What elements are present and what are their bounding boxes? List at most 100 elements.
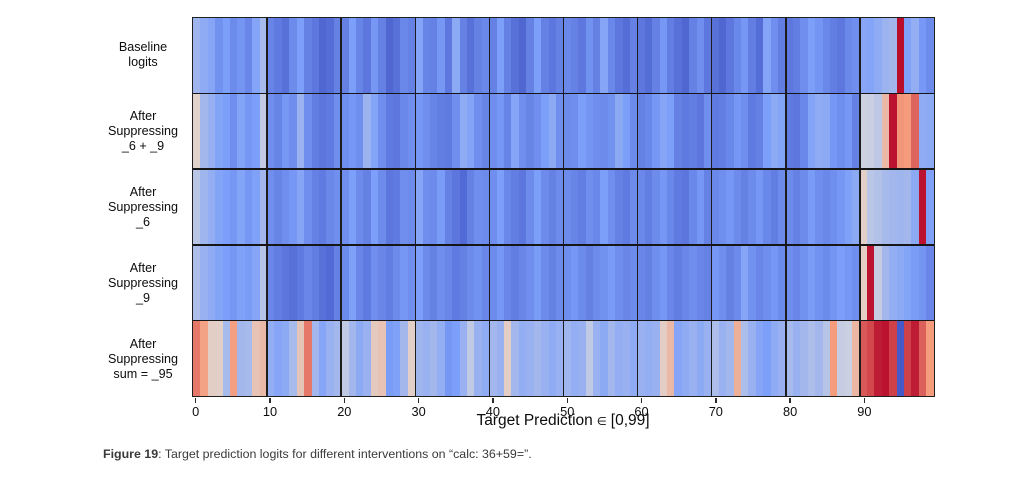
heatmap-cell xyxy=(704,320,712,396)
heatmap-cell xyxy=(859,18,867,94)
heatmap-cell xyxy=(311,18,319,94)
heatmap-cell xyxy=(763,244,771,321)
heatmap-cell xyxy=(385,244,393,321)
heatmap-cell xyxy=(474,169,482,245)
heatmap-cell xyxy=(718,93,727,170)
heatmap-cell xyxy=(333,320,342,396)
heatmap-cell xyxy=(637,18,645,94)
heatmap-cell xyxy=(533,18,542,94)
heatmap-cell xyxy=(815,18,823,94)
heatmap-cell xyxy=(674,93,682,170)
heatmap-cell xyxy=(467,18,475,94)
heatmap-cell xyxy=(237,18,245,94)
heatmap-cell xyxy=(555,320,564,396)
heatmap-cell xyxy=(926,244,934,321)
heatmap-cell xyxy=(481,320,490,396)
heatmap-cell xyxy=(881,244,890,321)
heatmap-cell xyxy=(407,18,416,94)
heatmap-cell xyxy=(193,18,201,94)
heatmap-cell xyxy=(363,93,371,170)
heatmap-cell xyxy=(800,169,808,245)
heatmap-cell xyxy=(193,169,201,245)
heatmap-cell xyxy=(296,18,305,94)
heatmap-cell xyxy=(259,244,268,321)
heatmap-cell xyxy=(237,169,245,245)
heatmap-cell xyxy=(696,18,705,94)
heatmap-cell xyxy=(785,244,793,321)
heatmap-cell xyxy=(207,320,216,396)
heatmap-cell xyxy=(726,93,734,170)
heatmap-cell xyxy=(459,169,468,245)
heatmap-cell xyxy=(407,169,416,245)
heatmap-cell xyxy=(755,18,764,94)
heatmap-cell xyxy=(741,93,749,170)
heatmap-cell xyxy=(659,169,667,245)
heatmap-cell xyxy=(652,320,660,396)
heatmap-cell xyxy=(296,244,305,321)
heatmap-cell xyxy=(207,93,216,170)
heatmap-cell xyxy=(837,169,845,245)
heatmap-cell xyxy=(792,320,801,396)
heatmap-cell xyxy=(304,169,312,245)
heatmap-cell xyxy=(711,93,719,170)
heatmap-cell xyxy=(289,244,297,321)
heatmap-cell xyxy=(244,169,253,245)
heatmap-cell xyxy=(230,320,238,396)
heatmap-cell xyxy=(696,169,705,245)
heatmap-cell xyxy=(200,169,208,245)
heatmap-cell xyxy=(430,244,438,321)
heatmap-cell xyxy=(422,169,430,245)
heatmap-cell xyxy=(518,244,527,321)
heatmap-cell xyxy=(267,320,275,396)
heatmap-cell xyxy=(592,320,601,396)
heatmap-cell xyxy=(244,320,253,396)
heatmap-cell xyxy=(385,93,393,170)
heatmap-cell xyxy=(578,244,586,321)
x-axis-tick xyxy=(343,398,345,403)
heatmap-cell xyxy=(785,169,793,245)
heatmap-cell xyxy=(267,93,275,170)
heatmap-cell xyxy=(763,320,771,396)
heatmap-cell xyxy=(592,93,601,170)
x-axis-tick xyxy=(789,398,791,403)
heatmap-cell xyxy=(400,244,408,321)
heatmap-cell xyxy=(526,18,534,94)
heatmap-cell xyxy=(866,93,875,170)
heatmap-cell xyxy=(548,320,556,396)
heatmap-cell xyxy=(889,244,897,321)
heatmap-cell xyxy=(837,244,845,321)
heatmap-cell xyxy=(230,18,238,94)
heatmap-cell xyxy=(444,320,453,396)
heatmap-cell xyxy=(837,93,845,170)
heatmap-cell xyxy=(215,244,223,321)
heatmap-cell xyxy=(430,18,438,94)
heatmap-cell xyxy=(652,244,660,321)
heatmap-cell xyxy=(274,169,282,245)
heatmap-cell xyxy=(770,93,779,170)
heatmap-cell xyxy=(704,18,712,94)
heatmap-cell xyxy=(548,93,556,170)
heatmap-cell xyxy=(629,320,638,396)
heatmap-cell xyxy=(785,18,793,94)
heatmap-cell xyxy=(407,93,416,170)
heatmap-cell xyxy=(896,244,904,321)
row-separator-line xyxy=(193,319,934,322)
heatmap-cell xyxy=(222,244,231,321)
heatmap-cell xyxy=(259,93,268,170)
heatmap-cell xyxy=(474,244,482,321)
heatmap-cell xyxy=(363,320,371,396)
heatmap-cell xyxy=(607,169,616,245)
heatmap-cell xyxy=(296,169,305,245)
heatmap-cell xyxy=(711,244,719,321)
heatmap-cell xyxy=(355,169,364,245)
x-axis-tick xyxy=(417,398,420,403)
heatmap-cell xyxy=(770,18,779,94)
heatmap-cell xyxy=(770,169,779,245)
row-separator-line xyxy=(193,92,934,95)
heatmap-cell xyxy=(904,93,912,170)
heatmap-cell xyxy=(304,320,312,396)
heatmap-cell xyxy=(355,18,364,94)
heatmap-cell xyxy=(452,18,460,94)
heatmap-cell xyxy=(615,320,623,396)
heatmap-cell xyxy=(570,320,579,396)
